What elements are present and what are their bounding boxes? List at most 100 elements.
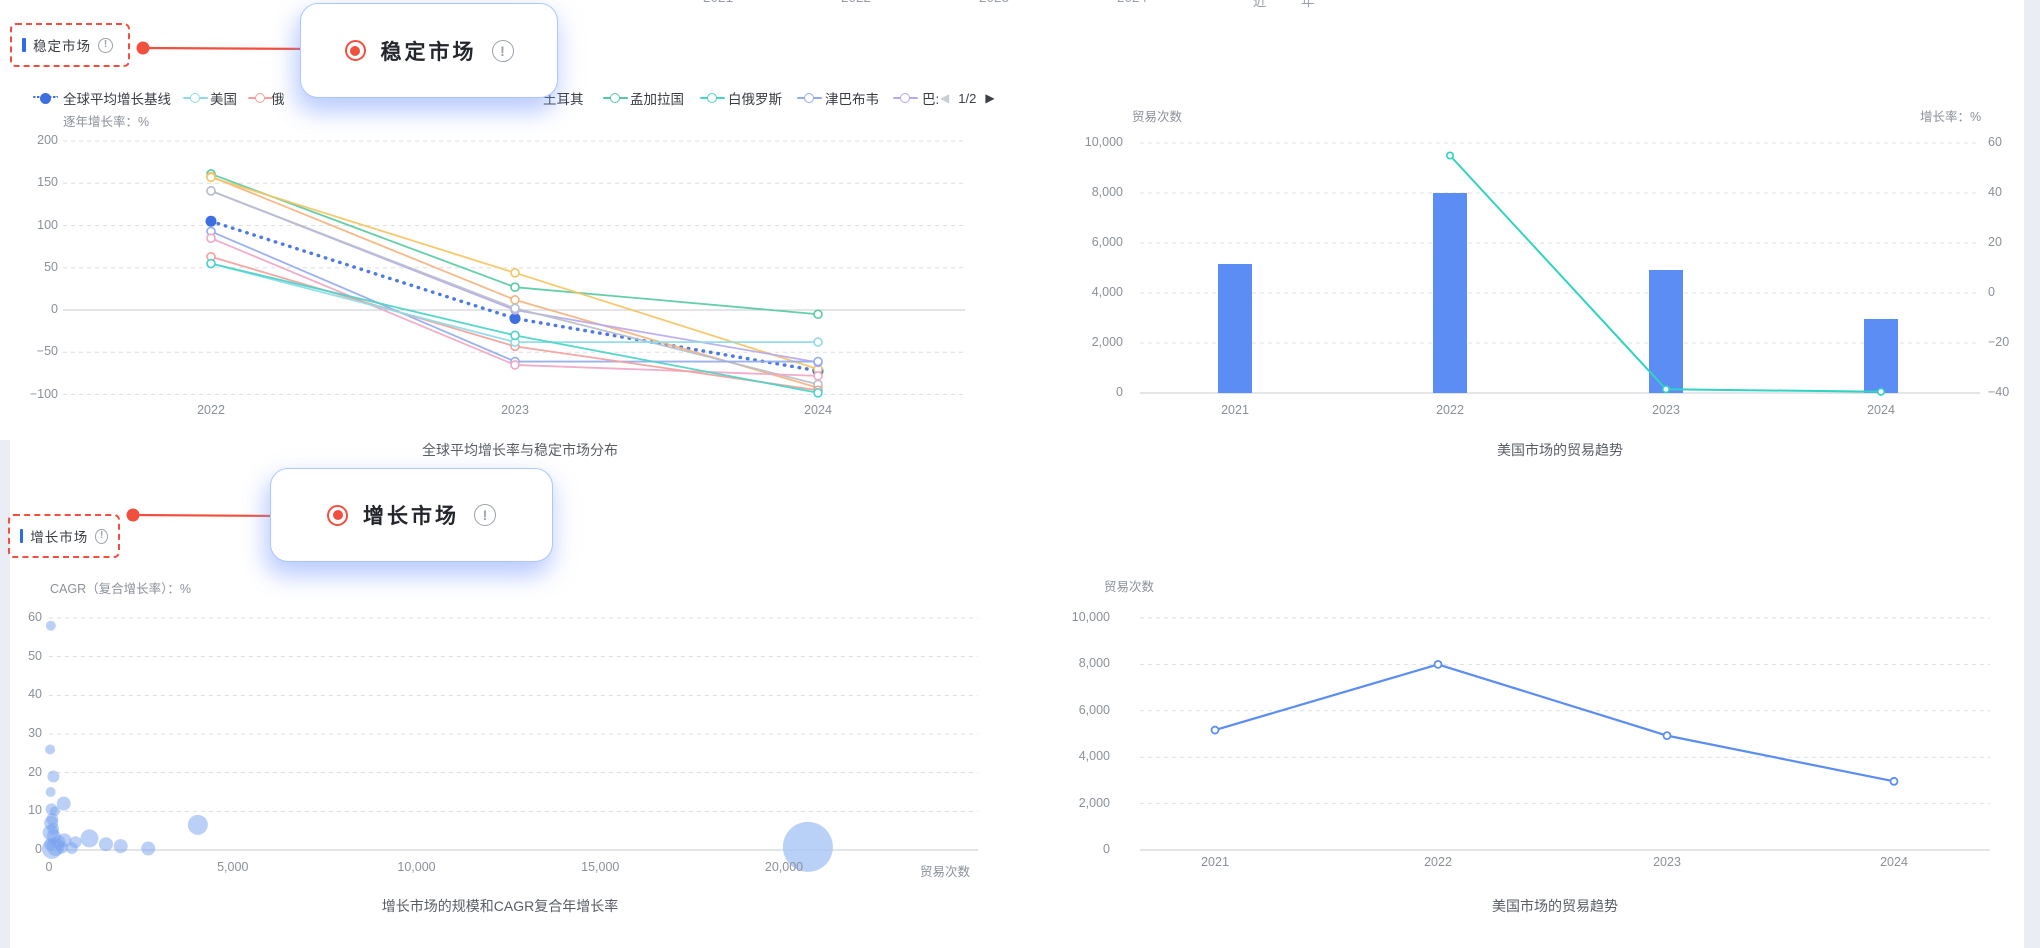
c3-ytick: 60 [28,609,42,624]
c2-right-ytick: 40 [1988,185,2002,199]
stable-market-anchor-label: 稳定市场 [33,39,91,54]
c2-left-axis-unit: 贸易次数 [1132,110,1183,124]
c4-title: 美国市场的贸易趋势 [1492,898,1618,914]
stable-market-anchor-box[interactable]: 稳定市场 ! [10,23,130,67]
c4-ytick: 6,000 [1078,702,1110,717]
c4-xtick: 2023 [1653,855,1681,869]
legend-item-label: 美国 [210,92,237,107]
c4-ytick: 4,000 [1078,749,1110,764]
c1-legend: 全球平均增长基线 美国 俄 土耳其 孟加拉国 白俄罗斯 津巴布韦 巴: ◀ 1/2 ▶ [0,87,1100,109]
legend-item-label: 孟加拉国 [630,92,684,107]
line-ring-marker-icon [797,93,822,103]
c3-ytick: 0 [35,842,42,856]
target-ring-icon [327,504,348,526]
c3-ytick: 20 [28,764,42,779]
c3-ytick: 50 [28,648,42,663]
info-icon[interactable]: ! [95,528,108,544]
legend-item-1[interactable]: 美国 [183,87,237,109]
line-ring-marker-icon [248,93,273,103]
c3-x-axis-unit: 贸易次数 [920,865,971,879]
legend-item-7[interactable]: 巴: [893,87,939,109]
c1-ytick: 100 [37,217,58,232]
c3-ytick: 40 [28,687,42,702]
c2-left-ytick: 2,000 [1091,335,1123,349]
c4-xtick: 2022 [1424,855,1452,869]
legend-item-label: 津巴布韦 [825,92,879,107]
growth-market-anchor-label: 增长市场 [30,530,89,545]
info-icon[interactable]: ! [474,504,496,526]
c2-left-ytick: 10,000 [1084,135,1123,149]
c2-title: 美国市场的贸易趋势 [1497,442,1623,458]
c2-left-ytick: 6,000 [1091,235,1123,249]
c3-xtick: 5,000 [217,860,249,874]
c2-right-ytick: 0 [1988,285,1995,299]
c3-xtick: 10,000 [397,860,436,874]
c2-left-ytick: 0 [1116,385,1123,399]
growth-market-callout[interactable]: 增长市场 ! [270,468,553,562]
c1-xtick: 2023 [501,403,529,417]
c3-xtick: 20,000 [764,860,804,874]
legend-item-6[interactable]: 津巴布韦 [797,87,879,109]
left-edge-panel [0,440,10,948]
right-edge-panel [2024,0,2040,948]
c2-right-axis-unit: 增长率：% [1920,110,1982,124]
info-icon[interactable]: ! [98,37,113,53]
info-icon[interactable]: ! [491,39,514,62]
legend-item-2[interactable]: 俄 [248,87,285,109]
c2-left-ytick: 4,000 [1091,285,1123,299]
target-ring-icon [344,40,366,61]
c2-right-ytick: 20 [1988,235,2002,249]
c1-xtick: 2022 [197,403,225,417]
clipped-axis-label: 年 [1301,0,1315,9]
clipped-axis-label: 2021 [703,0,733,5]
legend-item-label: 俄 [271,92,285,107]
c2-xtick: 2024 [1867,403,1895,417]
c2-right-ytick: −20 [1988,335,2010,349]
legend-prev-icon[interactable]: ◀ [940,91,950,105]
legend-item-label: 全球平均增长基线 [63,92,171,107]
legend-item-baseline[interactable]: 全球平均增长基线 [33,87,171,109]
legend-item-4[interactable]: 孟加拉国 [603,87,684,109]
c1-ytick: 200 [37,133,58,147]
c2-xtick: 2023 [1652,403,1680,417]
growth-market-anchor-box[interactable]: 增长市场 ! [8,514,120,558]
c2-right-ytick: 60 [1988,135,2002,149]
c3-xtick: 15,000 [581,860,620,874]
clipped-top-axis: 2021 2022 2023 2024 近 年 [0,0,2040,9]
c1-ytick: −100 [29,386,58,401]
c2-xtick: 2022 [1436,403,1464,417]
c3-ytick: 30 [28,725,42,740]
c1-ytick: 50 [44,259,58,274]
legend-item-3[interactable]: 土耳其 [510,87,584,109]
legend-next-icon[interactable]: ▶ [985,91,995,105]
c1-title: 全球平均增长率与稳定市场分布 [422,442,618,458]
legend-pagination: ◀ 1/2 ▶ [940,87,995,109]
legend-page-indicator: 1/2 [958,90,977,106]
c3-xtick: 0 [45,860,53,874]
stable-market-callout[interactable]: 稳定市场 ! [300,3,558,98]
c3-ytick: 10 [28,803,42,818]
stable-market-callout-label: 稳定市场 [380,40,477,64]
legend-item-label: 白俄罗斯 [728,92,782,107]
c2-right-ytick: −40 [1988,385,2010,399]
clipped-axis-label: 近 [1253,0,1267,9]
c1-ytick: 150 [37,175,58,190]
c4-ytick: 0 [1103,842,1110,856]
c4-ytick: 8,000 [1078,656,1110,671]
line-ring-marker-icon [893,93,918,103]
c2-left-ytick: 8,000 [1091,185,1123,199]
c4-ytick: 2,000 [1078,795,1110,810]
c4-y-axis-unit: 贸易次数 [1104,580,1155,594]
legend-item-5[interactable]: 白俄罗斯 [700,87,782,109]
c1-ytick: 0 [51,302,58,316]
clipped-axis-label: 2024 [1117,0,1147,5]
c4-ytick: 10,000 [1071,610,1110,624]
c1-y-axis-unit: 逐年增长率：% [63,115,150,129]
growth-market-callout-label: 增长市场 [363,505,459,528]
c3-title: 增长市场的规模和CAGR复合年增长率 [381,898,619,914]
legend-item-label: 巴: [922,92,940,107]
line-ring-marker-icon [183,93,208,103]
blue-bar-icon [22,38,26,52]
